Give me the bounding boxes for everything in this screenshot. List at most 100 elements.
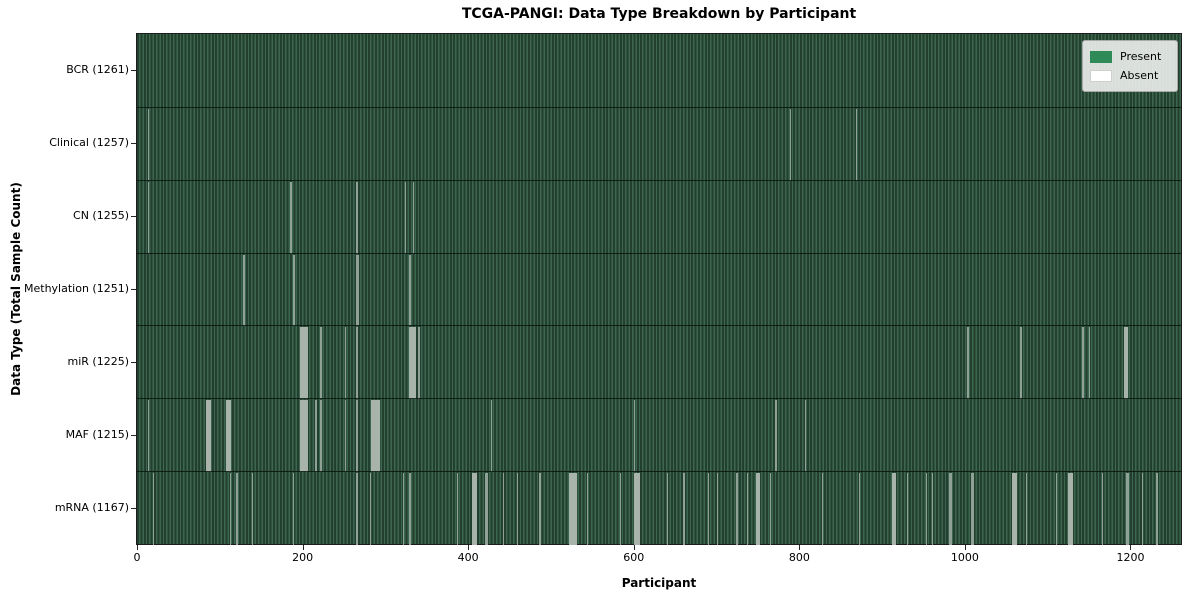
- absent-marker: [569, 473, 578, 545]
- presence-row-methylation: [137, 252, 1181, 327]
- absent-marker: [369, 473, 371, 545]
- y-tick-label-mrna: mRNA (1167): [54, 500, 129, 514]
- absent-marker: [1089, 327, 1091, 400]
- absent-marker: [371, 400, 380, 473]
- absent-marker: [300, 400, 309, 473]
- y-tick-label-maf: MAF (1215): [65, 427, 129, 441]
- x-tick-mark: [633, 545, 635, 550]
- x-tick-mark: [1130, 545, 1132, 550]
- absent-marker: [502, 473, 505, 545]
- absent-marker: [225, 400, 231, 473]
- absent-marker: [683, 473, 685, 545]
- absent-marker: [418, 327, 421, 400]
- absent-marker: [858, 473, 861, 545]
- absent-marker: [931, 473, 933, 545]
- absent-marker: [708, 473, 710, 545]
- y-tick-label-cn: CN (1255): [73, 209, 129, 223]
- presence-row-maf: [137, 398, 1181, 473]
- legend-entry-absent: Absent: [1090, 66, 1169, 85]
- absent-marker: [356, 327, 359, 400]
- y-tick-mark: [131, 143, 136, 145]
- y-tick-mark: [131, 361, 136, 363]
- legend-absent-label: Absent: [1120, 69, 1159, 82]
- absent-marker: [356, 254, 359, 327]
- absent-marker: [633, 400, 635, 473]
- absent-marker: [747, 473, 749, 545]
- absent-marker: [1125, 473, 1129, 545]
- y-tick-mark: [131, 507, 136, 509]
- y-tick-mark: [131, 216, 136, 218]
- legend-present-label: Present: [1120, 50, 1162, 63]
- absent-marker: [1026, 473, 1028, 545]
- absent-marker: [619, 473, 621, 545]
- absent-marker: [539, 473, 541, 545]
- x-axis-label: Participant: [621, 576, 697, 590]
- absent-marker: [1020, 327, 1023, 400]
- absent-marker: [456, 473, 458, 545]
- legend-entry-present: Present: [1090, 47, 1169, 66]
- absent-marker: [152, 473, 154, 545]
- x-tick-mark: [964, 545, 966, 550]
- x-tick-mark: [468, 545, 470, 550]
- absent-marker: [292, 254, 296, 327]
- absent-marker: [716, 473, 718, 545]
- x-tick-label-800: 800: [788, 551, 810, 564]
- absent-marker: [1012, 473, 1018, 545]
- x-tick-mark: [137, 545, 138, 550]
- legend: Present Absent: [1082, 40, 1178, 92]
- absent-marker: [409, 473, 411, 545]
- absent-marker: [775, 400, 777, 473]
- absent-marker: [356, 181, 359, 254]
- x-tick-label-0: 0: [133, 551, 141, 564]
- y-tick-label-mir: miR (1225): [67, 354, 130, 368]
- absent-marker: [409, 327, 416, 400]
- absent-marker: [1123, 327, 1128, 400]
- absent-marker: [402, 473, 404, 545]
- absent-marker: [756, 473, 761, 545]
- absent-marker: [821, 473, 823, 545]
- chart-title: TCGA-PANGI: Data Type Breakdown by Parti…: [461, 6, 857, 22]
- absent-marker: [926, 473, 928, 545]
- y-tick-label-methylation: Methylation (1251): [24, 282, 129, 295]
- present-swatch-icon: [1090, 50, 1112, 63]
- x-tick-label-600: 600: [623, 551, 645, 564]
- absent-marker: [252, 473, 254, 545]
- absent-marker: [1156, 473, 1158, 545]
- absent-marker: [344, 327, 347, 400]
- absent-marker: [344, 400, 347, 473]
- absent-marker: [586, 473, 588, 545]
- absent-marker: [412, 181, 414, 254]
- absent-marker: [1101, 473, 1103, 545]
- y-tick-label-bcr: BCR (1261): [66, 63, 129, 77]
- absent-marker: [236, 473, 238, 545]
- absent-marker: [1082, 327, 1084, 400]
- absent-marker: [805, 400, 807, 473]
- y-tick-mark: [131, 289, 136, 290]
- absent-marker: [633, 473, 641, 545]
- absent-marker: [242, 254, 245, 327]
- y-tick-mark: [131, 70, 136, 72]
- absent-marker: [967, 327, 970, 400]
- absent-marker: [147, 400, 149, 473]
- presence-row-mir: [137, 325, 1181, 400]
- absent-marker: [736, 473, 738, 545]
- y-tick-label-clinical: Clinical (1257): [49, 136, 129, 150]
- x-tick-mark: [302, 545, 304, 550]
- x-tick-label-1200: 1200: [1116, 551, 1145, 564]
- absent-marker: [472, 473, 478, 545]
- absent-marker: [405, 181, 407, 254]
- absent-marker: [949, 473, 952, 545]
- absent-marker: [290, 181, 292, 254]
- x-tick-mark: [799, 545, 801, 550]
- absent-marker: [666, 473, 669, 545]
- absent-marker: [484, 473, 489, 545]
- absent-marker: [205, 400, 212, 473]
- y-tick-mark: [131, 434, 136, 436]
- absent-marker: [855, 108, 857, 181]
- absent-marker: [1068, 473, 1074, 545]
- absent-marker: [790, 108, 792, 181]
- x-tick-label-1000: 1000: [950, 551, 979, 564]
- absent-marker: [315, 400, 317, 473]
- plot-area: [136, 33, 1182, 545]
- absent-marker: [1055, 473, 1058, 545]
